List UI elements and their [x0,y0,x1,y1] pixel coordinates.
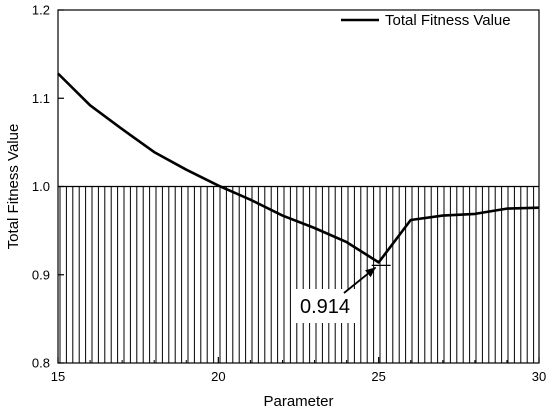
y-tick-label: 0.9 [32,267,50,282]
annotation: 0.914 [292,264,391,323]
x-tick-label: 15 [51,369,65,384]
legend-label: Total Fitness Value [385,12,511,29]
series-layer [57,72,540,264]
series-line [57,72,540,264]
y-tick-label: 1.0 [32,179,50,194]
annotation-label: 0.914 [300,296,350,318]
x-axis-label: Parameter [263,393,333,410]
axis-ticks: 15 20 25 30 0.8 0.9 1.0 1.1 1.2 [32,3,546,385]
y-tick-label: 1.2 [32,3,50,18]
annotation-box [292,289,358,323]
x-tick-label: 30 [532,369,546,384]
x-tick-label: 20 [211,369,225,384]
y-axis-label: Total Fitness Value [5,124,22,250]
y-tick-label: 0.8 [32,356,50,371]
hatched-region [59,186,535,363]
annotation-arrowhead [365,267,376,278]
x-tick-label: 25 [371,369,385,384]
legend: Total Fitness Value [341,12,511,29]
y-tick-label: 1.1 [32,91,50,106]
